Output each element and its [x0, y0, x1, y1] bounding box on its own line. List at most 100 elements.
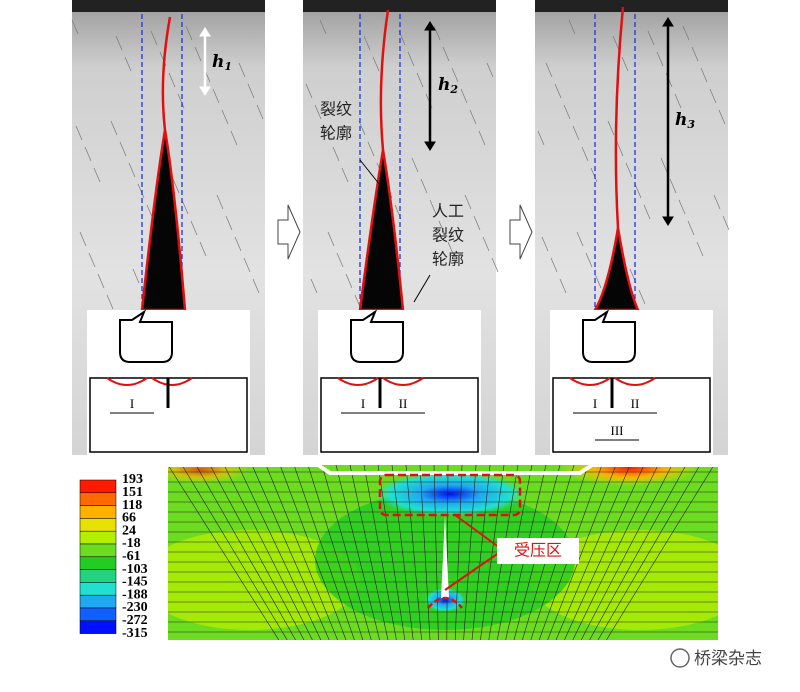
- mesh-line: [471, 465, 491, 640]
- scratch: [212, 88, 220, 104]
- colorbar-label: -230: [122, 600, 148, 615]
- scratch: [594, 273, 602, 289]
- scratch: [438, 220, 446, 236]
- scratch: [478, 130, 486, 146]
- scratch: [230, 130, 238, 146]
- artificial-crack-label: 人工: [432, 202, 464, 221]
- scratch: [537, 130, 545, 146]
- mesh-line: [419, 465, 431, 640]
- scratch: [713, 194, 721, 210]
- colorbar-label: 193: [122, 472, 143, 487]
- scratch: [559, 278, 567, 294]
- mesh-line: [391, 465, 414, 640]
- scratch: [554, 83, 562, 99]
- scratch: [243, 257, 251, 273]
- scratch: [199, 241, 207, 257]
- scratch: [314, 104, 322, 120]
- compression-label: 受压区: [514, 541, 562, 560]
- crack-profile: [379, 9, 390, 151]
- fe-field: [168, 465, 718, 640]
- scratch: [482, 236, 490, 252]
- scratch: [310, 278, 318, 294]
- scratch: [545, 62, 553, 78]
- scratch: [247, 83, 255, 99]
- mesh-line: [168, 465, 280, 640]
- scratch: [332, 146, 340, 162]
- callout-box: [497, 538, 579, 564]
- crack-body: [140, 129, 187, 312]
- mesh-line: [223, 465, 313, 640]
- mesh-line: [307, 465, 364, 640]
- mesh-line: [433, 465, 439, 640]
- mesh-line: [251, 465, 330, 640]
- colorbar-label: -272: [122, 613, 148, 628]
- photo-top-edge: [535, 0, 728, 12]
- scratch: [656, 51, 664, 67]
- colorbar-swatch: [79, 530, 117, 545]
- colorbar-swatch: [79, 620, 117, 634]
- height-label: h2: [438, 75, 458, 97]
- scratch: [550, 257, 558, 273]
- scratch: [420, 178, 428, 194]
- punch: [582, 309, 636, 363]
- scratch: [252, 278, 260, 294]
- scratch: [132, 268, 140, 284]
- leader: [413, 274, 431, 303]
- scratch: [216, 194, 224, 210]
- mesh-line: [454, 465, 463, 640]
- fe-top-edge: [168, 463, 718, 475]
- scratch: [469, 109, 477, 125]
- mesh-line: [279, 465, 347, 640]
- colorbar-swatch: [79, 594, 117, 609]
- scratch: [607, 120, 615, 136]
- colorbar-label: 24: [122, 523, 136, 538]
- height-symbol: h: [212, 52, 224, 72]
- step-arrow: [277, 204, 301, 260]
- scratch: [358, 120, 366, 136]
- scratch: [345, 273, 353, 289]
- scratch: [669, 178, 677, 194]
- scratch: [407, 51, 415, 67]
- photo-top-edge: [303, 0, 496, 12]
- colorbar-swatch: [79, 607, 117, 622]
- fe-hot: [168, 465, 250, 484]
- colorbar-swatch: [79, 569, 117, 583]
- scratch: [634, 183, 642, 199]
- height-subscript: 3: [687, 118, 695, 131]
- artificial-crack-label: 裂纹: [432, 226, 464, 245]
- mesh-line: [597, 465, 701, 640]
- mesh-line: [335, 465, 380, 640]
- scratch: [585, 252, 593, 268]
- scratch: [464, 194, 472, 210]
- scratch: [581, 146, 589, 162]
- colorbar-swatch: [79, 582, 117, 596]
- scratch: [327, 231, 335, 247]
- indent-arcs: [337, 377, 424, 386]
- punch: [350, 309, 404, 363]
- scratch: [115, 35, 123, 51]
- mesh-line: [446, 465, 449, 640]
- colorbar-swatch: [79, 492, 117, 506]
- fe-hot: [560, 465, 700, 486]
- mesh-line: [293, 465, 355, 640]
- scratch: [84, 146, 92, 162]
- compression-box: [378, 473, 522, 517]
- scratch: [433, 25, 441, 41]
- scratch: [75, 125, 83, 141]
- mesh-line: [363, 465, 397, 640]
- scratch: [372, 56, 380, 72]
- scratch: [576, 231, 584, 247]
- scratch: [128, 162, 136, 178]
- scratch: [709, 88, 717, 104]
- crack-profile: [614, 6, 625, 229]
- colorbar-label: -18: [122, 536, 141, 551]
- scratch: [172, 178, 180, 194]
- scratch: [190, 220, 198, 236]
- mesh-line: [564, 465, 645, 640]
- mesh-line: [377, 465, 406, 640]
- scratch: [416, 72, 424, 88]
- scratch: [323, 125, 331, 141]
- specimen: [89, 377, 248, 453]
